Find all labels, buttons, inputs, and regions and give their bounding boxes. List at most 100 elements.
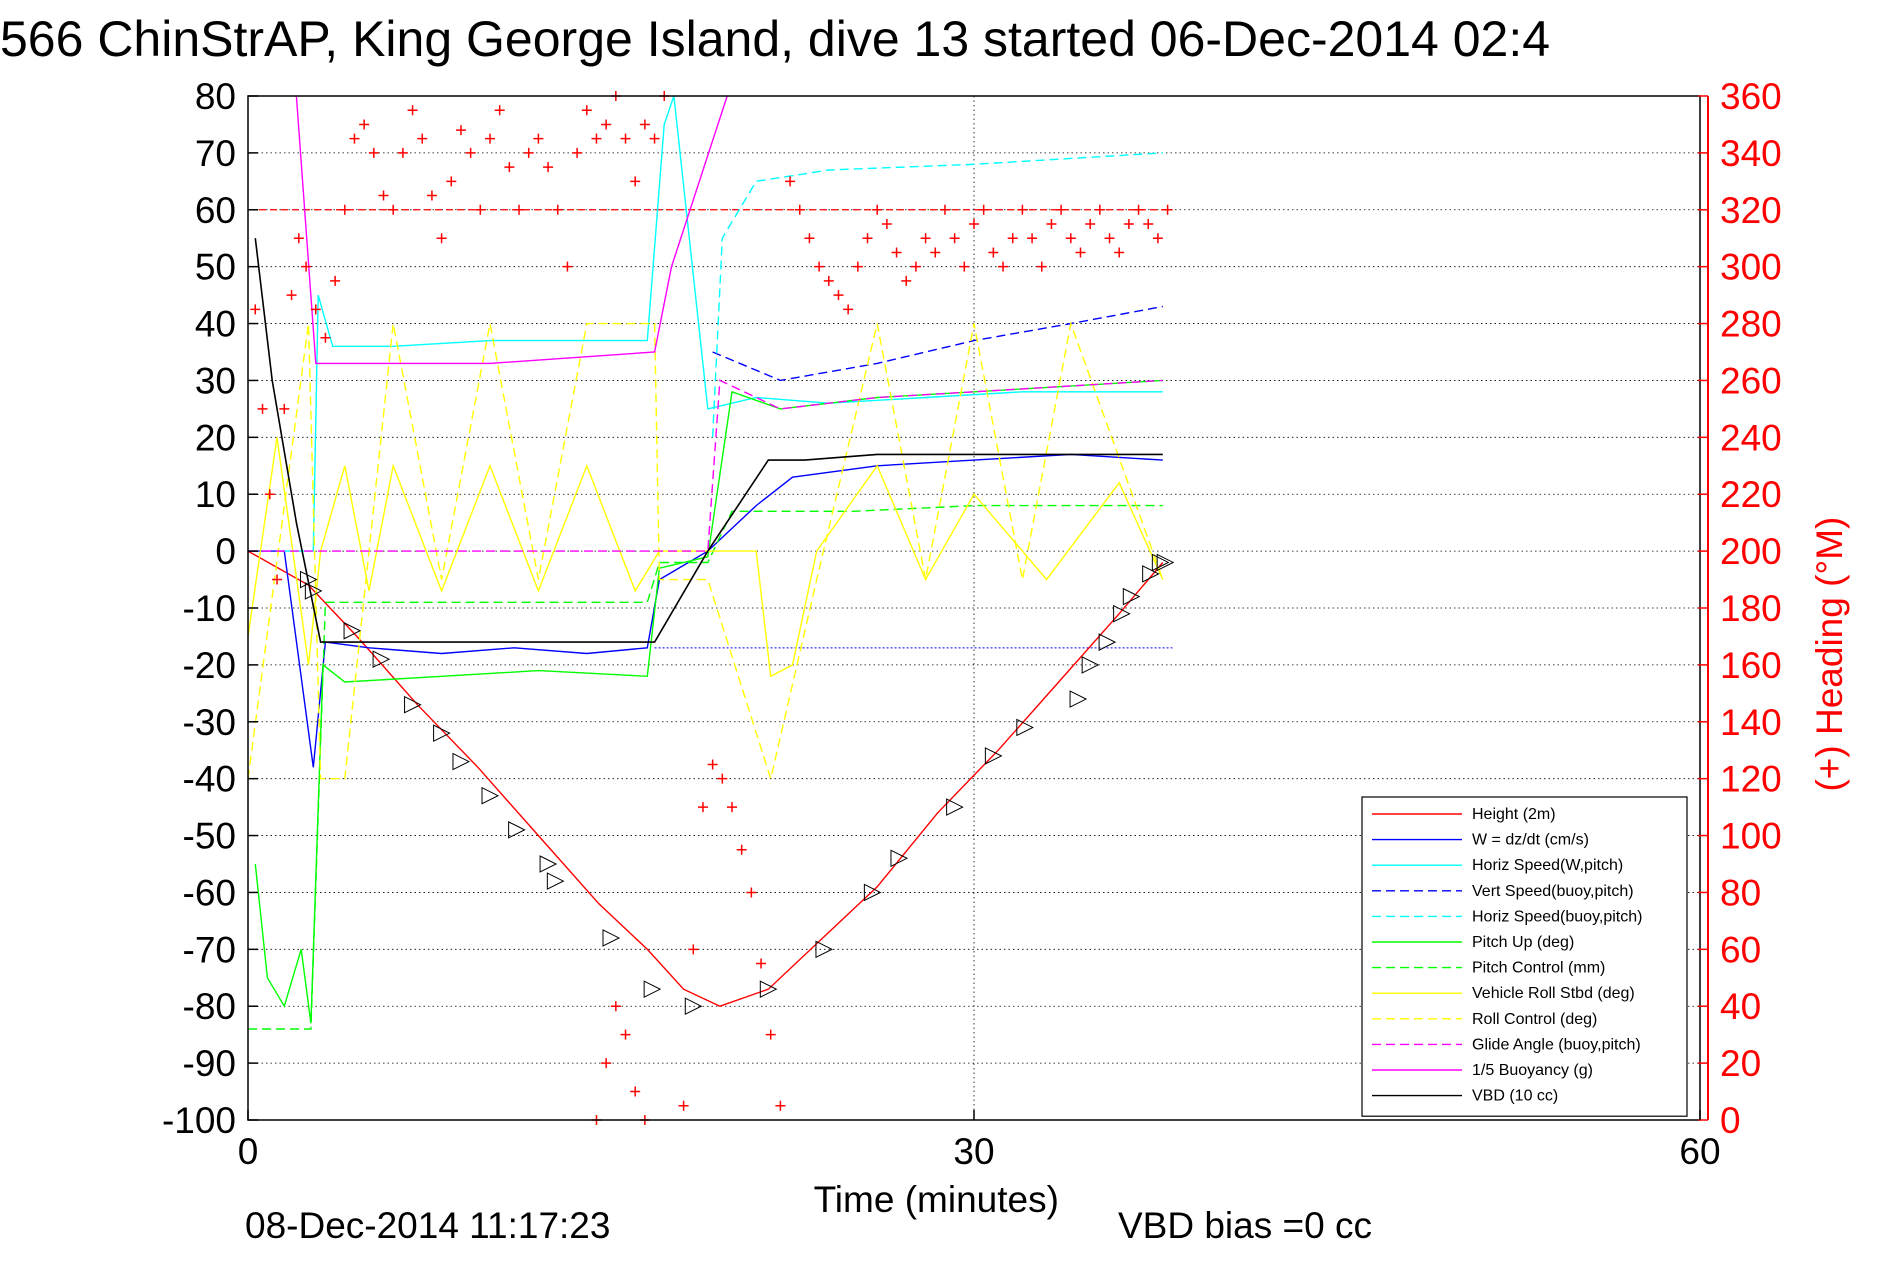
heading-marker	[785, 176, 796, 187]
y-tick-label: -90	[183, 1043, 236, 1084]
heading-marker	[446, 176, 457, 187]
depth-marker	[684, 997, 703, 1016]
heading-marker	[678, 1100, 689, 1111]
legend-label: Roll Control (deg)	[1472, 1011, 1597, 1028]
heading-marker	[775, 1100, 786, 1111]
x-axis-label: Time (minutes)	[814, 1179, 1059, 1220]
y-tick-label: 30	[195, 360, 236, 401]
depth-marker	[602, 929, 621, 947]
heading-marker	[746, 887, 757, 898]
heading-marker	[998, 261, 1009, 272]
legend: Height (2m) W = dz/dt (cm/s) Horiz Speed(W…	[1361, 796, 1688, 1117]
y2-tick-label: 280	[1720, 304, 1782, 345]
legend-label: 1/5 Buoyancy (g)	[1472, 1062, 1593, 1079]
depth-marker	[863, 883, 882, 902]
heading-marker	[494, 105, 505, 116]
y2-axis-label: (+) Heading (°M)	[1809, 517, 1850, 792]
depth-marker	[508, 821, 526, 839]
heading-marker	[1056, 204, 1067, 215]
depth-marker	[300, 570, 318, 589]
heading-marker	[533, 133, 544, 144]
depth-marker	[1069, 690, 1088, 708]
heading-marker	[504, 162, 515, 173]
depth-marker	[1081, 656, 1100, 674]
y-tick-label: -80	[183, 986, 236, 1027]
heading-marker	[891, 247, 902, 258]
legend-label: Horiz Speed(W,pitch)	[1472, 857, 1623, 874]
heading-marker	[872, 204, 883, 215]
depth-marker	[343, 621, 362, 640]
heading-marker	[1085, 219, 1096, 229]
series-line-0	[247, 550, 1164, 1007]
y-tick-label: 70	[195, 133, 236, 174]
y2-tick-label: 360	[1720, 76, 1782, 117]
y2-tick-label: 140	[1720, 702, 1782, 743]
heading-marker	[969, 219, 979, 229]
heading-marker	[978, 204, 989, 215]
heading-marker	[814, 261, 825, 272]
series-line-4	[711, 152, 1163, 438]
y2-tick-label: 340	[1720, 133, 1782, 174]
depth-marker	[539, 855, 558, 873]
depth-marker	[984, 747, 1003, 765]
heading-marker	[610, 1001, 621, 1012]
y2-tick-label: 300	[1720, 247, 1782, 288]
heading-marker	[572, 147, 583, 158]
heading-marker	[688, 944, 699, 955]
y-tick-label: -60	[183, 872, 236, 913]
heading-marker	[1152, 233, 1163, 244]
depth-marker	[546, 872, 565, 890]
heading-marker	[881, 219, 892, 229]
heading-marker	[717, 773, 728, 784]
y2-tick-label: 260	[1720, 360, 1782, 401]
heading-marker	[368, 147, 379, 158]
heading-marker	[1046, 219, 1057, 229]
heading-marker	[727, 802, 737, 813]
y2-tick-label: 40	[1720, 986, 1761, 1027]
y-tick-label: 0	[215, 531, 236, 572]
series-line-7	[247, 437, 1164, 678]
heading-marker	[455, 125, 466, 136]
heading-marker	[852, 261, 863, 272]
chart-title: 566 ChinStrAP, King George Island, dive …	[0, 11, 1550, 67]
heading-marker	[1162, 204, 1173, 215]
series-line-1	[248, 453, 1163, 768]
depth-marker	[1016, 718, 1034, 737]
heading-marker	[1114, 247, 1125, 258]
heading-marker	[630, 176, 641, 187]
heading-marker	[756, 958, 767, 969]
series-line-8	[247, 320, 1164, 782]
series-line-3	[712, 305, 1163, 382]
heading-marker	[620, 1029, 631, 1040]
heading-marker	[257, 403, 268, 414]
heading-marker	[707, 759, 718, 770]
depth-marker-layer	[300, 553, 1175, 1016]
heading-marker	[939, 204, 950, 215]
heading-marker	[910, 261, 921, 272]
series-line-2	[284, 95, 1163, 552]
heading-marker	[1104, 233, 1115, 244]
heading-marker	[407, 105, 418, 116]
heading-marker	[475, 204, 486, 215]
heading-marker	[736, 844, 747, 855]
heading-marker	[843, 304, 854, 315]
heading-marker	[823, 275, 834, 286]
depth-marker	[433, 724, 451, 742]
y2-tick-label: 0	[1720, 1100, 1741, 1141]
heading-marker	[591, 133, 602, 144]
heading-marker	[339, 204, 350, 215]
y-tick-label: 40	[195, 304, 236, 345]
y-tick-label: 60	[195, 190, 236, 231]
series-line-11	[254, 238, 1163, 643]
heading-marker	[1123, 219, 1134, 229]
heading-marker	[1075, 247, 1086, 258]
legend-label: VBD (10 cc)	[1472, 1088, 1558, 1105]
depth-marker	[1113, 604, 1131, 623]
heading-marker	[581, 105, 592, 116]
y-tick-label: -30	[183, 702, 236, 743]
footer-vbd-bias: VBD bias =0 cc	[1118, 1205, 1372, 1246]
heading-marker	[388, 204, 399, 215]
depth-marker	[815, 940, 834, 959]
legend-label: Vehicle Roll Stbd (deg)	[1472, 985, 1635, 1002]
